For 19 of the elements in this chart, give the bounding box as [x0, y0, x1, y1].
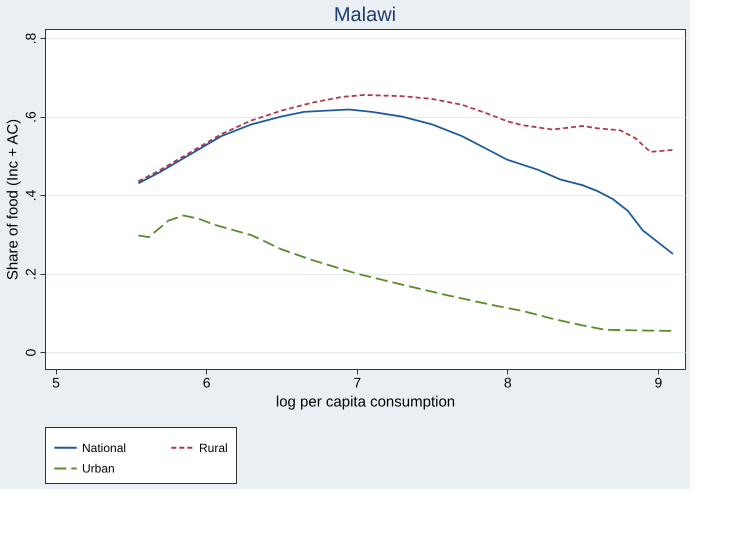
- x-tick-label: 6: [202, 374, 211, 390]
- x-tick-label: 7: [353, 374, 362, 390]
- line-series: [137, 94, 674, 182]
- line-series: [137, 108, 674, 255]
- y-tick-label: .2: [22, 268, 38, 280]
- x-tick-label: 5: [52, 374, 60, 390]
- legend-label: Rural: [199, 440, 228, 455]
- y-axis-title: Share of food (Inc + AC): [4, 118, 22, 280]
- line-series: [137, 214, 674, 332]
- x-tick-label: 9: [654, 374, 662, 390]
- legend-label: Urban: [82, 462, 115, 476]
- chart-title: Malawi: [334, 4, 396, 26]
- x-tick-label: 8: [504, 374, 512, 390]
- x-axis-title: log per capita consumption: [276, 394, 456, 410]
- y-tick-label: 0: [22, 348, 38, 357]
- y-tick-label: .6: [22, 111, 38, 123]
- y-tick-label: .4: [22, 190, 38, 202]
- y-tick-label: .8: [22, 32, 38, 44]
- legend-label: National: [82, 440, 126, 455]
